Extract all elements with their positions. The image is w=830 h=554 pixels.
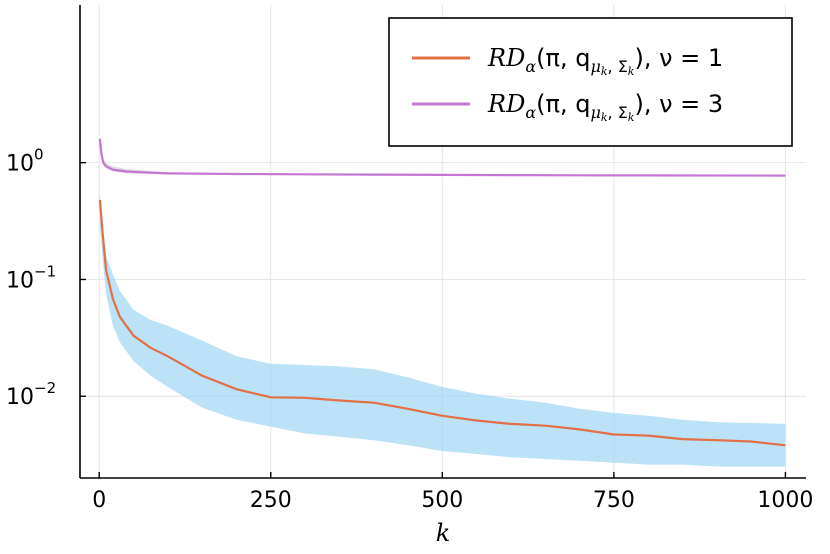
y-tick-label-2: 10−2 bbox=[6, 379, 56, 410]
legend-label-nu3: RDα(π, qμk, Σk), ν = 3 bbox=[487, 90, 723, 124]
legend-entry-nu1: RDα(π, qμk, Σk), ν = 1 bbox=[412, 44, 723, 78]
x-tick-label-3: 750 bbox=[593, 488, 635, 513]
y-tick-label-0: 100 bbox=[6, 146, 44, 177]
legend-box bbox=[388, 17, 793, 147]
line-nu1 bbox=[98, 199, 786, 447]
x-ticks: 0 250 500 750 1000 bbox=[92, 472, 813, 513]
x-tick-label-0: 0 bbox=[92, 488, 106, 513]
legend-entry-nu3: RDα(π, qμk, Σk), ν = 3 bbox=[412, 90, 723, 124]
series-lines bbox=[98, 138, 786, 447]
legend: RDα(π, qμk, Σk), ν = 1 RDα(π, qμk, Σk), … bbox=[388, 17, 793, 147]
y-ticks: 100 10−1 10−2 bbox=[6, 146, 86, 410]
x-tick-label-4: 1000 bbox=[757, 488, 813, 513]
legend-label-nu1: RDα(π, qμk, Σk), ν = 1 bbox=[487, 44, 723, 78]
y-tick-label-1: 10−1 bbox=[6, 262, 56, 293]
x-tick-label-2: 500 bbox=[421, 488, 463, 513]
x-axis-title: k bbox=[436, 519, 451, 547]
x-tick-label-1: 250 bbox=[250, 488, 292, 513]
